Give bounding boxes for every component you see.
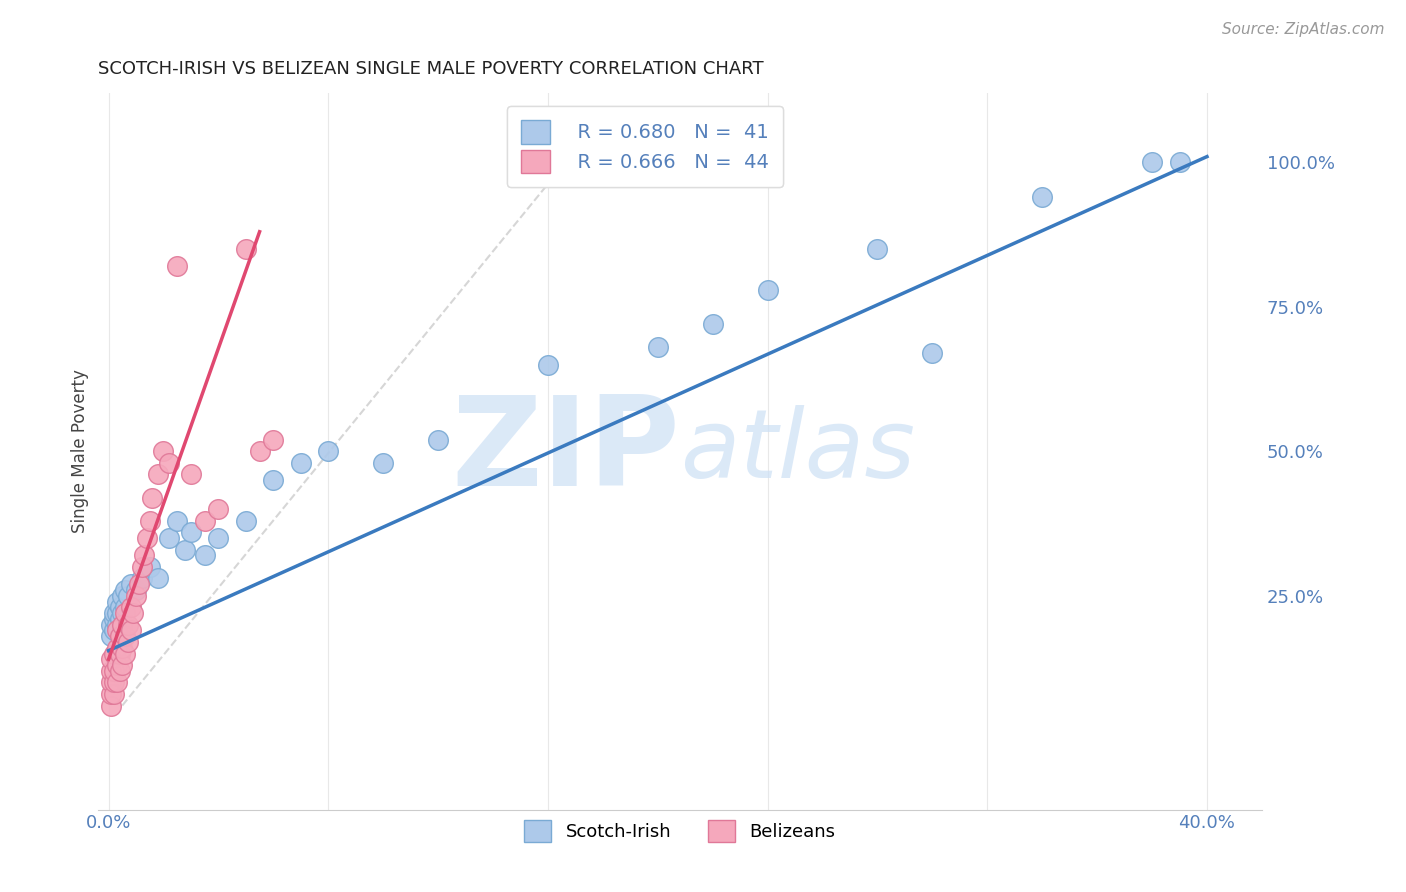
Point [194,514,217,528]
Point [120,577,142,591]
Point [174,542,197,557]
Point [125,589,148,603]
Point [108,647,131,661]
Point [1140,155,1163,169]
Point [111,640,134,655]
Point [166,514,188,528]
Point [1031,190,1053,204]
Point [139,559,162,574]
Point [136,531,159,545]
Point [108,664,131,678]
Point [262,433,284,447]
Point [117,635,139,649]
Point [103,687,125,701]
Point [427,433,450,447]
Point [921,346,943,360]
Point [105,640,128,655]
Point [105,617,128,632]
Point [120,600,142,615]
Point [103,675,125,690]
Point [111,606,134,620]
Point [111,658,134,673]
Point [114,629,136,643]
Point [100,698,122,713]
Point [131,559,153,574]
Point [114,582,136,597]
Point [157,456,180,470]
Point [105,624,128,638]
Point [105,606,128,620]
Point [100,675,122,690]
Point [100,629,122,643]
Point [180,467,202,482]
Point [647,340,669,354]
Point [120,624,142,638]
Legend:   R = 0.680   N =  41,   R = 0.666   N =  44: R = 0.680 N = 41, R = 0.666 N = 44 [508,106,783,186]
Point [139,514,162,528]
Point [141,491,163,505]
Point [146,571,169,585]
Point [105,658,128,673]
Point [157,531,180,545]
Point [105,675,128,690]
Point [166,260,188,274]
Point [131,571,153,585]
Point [114,647,136,661]
Point [207,531,229,545]
Point [105,594,128,608]
Point [373,456,395,470]
Point [100,687,122,701]
Point [146,467,169,482]
Point [235,514,257,528]
Point [111,617,134,632]
Text: ZIP: ZIP [451,391,679,512]
Point [1168,155,1191,169]
Point [152,444,174,458]
Y-axis label: Single Male Poverty: Single Male Poverty [72,369,89,533]
Point [103,664,125,678]
Point [108,612,131,626]
Point [117,617,139,632]
Point [128,577,150,591]
Point [537,358,560,372]
Point [100,652,122,666]
Point [756,283,779,297]
Text: Source: ZipAtlas.com: Source: ZipAtlas.com [1222,22,1385,37]
Point [103,647,125,661]
Point [117,589,139,603]
Point [108,629,131,643]
Point [207,502,229,516]
Text: atlas: atlas [679,405,915,498]
Text: SCOTCH-IRISH VS BELIZEAN SINGLE MALE POVERTY CORRELATION CHART: SCOTCH-IRISH VS BELIZEAN SINGLE MALE POV… [97,60,763,78]
Point [290,456,312,470]
Point [316,444,339,458]
Point [194,549,217,563]
Point [100,617,122,632]
Point [114,600,136,615]
Point [866,242,889,256]
Point [108,600,131,615]
Point [180,525,202,540]
Point [249,444,271,458]
Point [702,317,724,331]
Point [235,242,257,256]
Point [103,624,125,638]
Point [103,606,125,620]
Point [134,549,156,563]
Point [100,664,122,678]
Point [122,606,145,620]
Point [114,606,136,620]
Point [111,589,134,603]
Point [103,612,125,626]
Point [262,473,284,487]
Point [125,582,148,597]
